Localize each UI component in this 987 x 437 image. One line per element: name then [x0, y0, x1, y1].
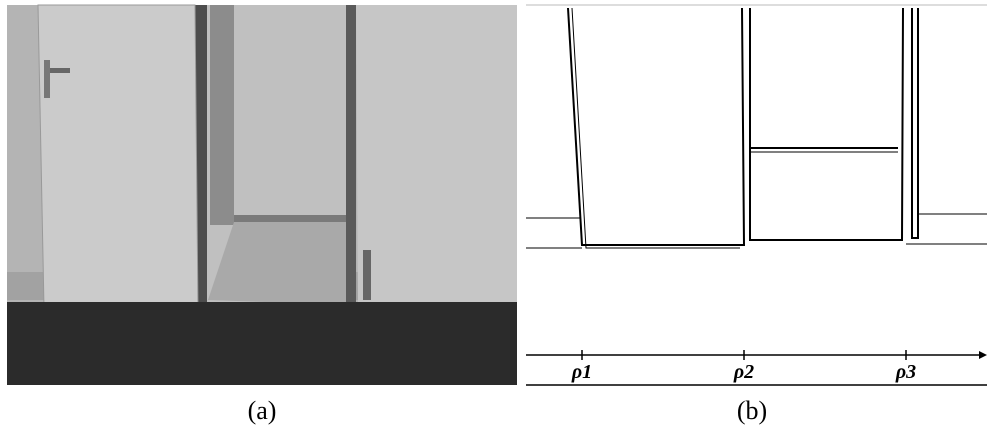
- floor: [7, 302, 517, 385]
- panel-caption: (b): [737, 396, 767, 425]
- right-door: [356, 5, 517, 308]
- edge-panel: [526, 4, 987, 386]
- axis-arrow: [979, 351, 987, 359]
- left-door: [37, 4, 199, 311]
- edge-line: [571, 7, 740, 249]
- axis-label: ρ3: [895, 361, 916, 383]
- axis-label: ρ2: [733, 361, 754, 383]
- panel-caption: (a): [248, 396, 277, 425]
- corridor-floor: [208, 222, 352, 305]
- corridor-side: [210, 5, 234, 225]
- edge-left-door: [567, 7, 746, 246]
- axis-label: ρ1: [571, 361, 592, 383]
- edge-right-door: [911, 8, 919, 239]
- door-plate: [44, 60, 50, 98]
- corridor-baseboard: [234, 215, 350, 223]
- door-stop: [363, 250, 371, 300]
- photo-panel: [7, 4, 517, 385]
- edge-opening: [749, 7, 904, 241]
- door-handle: [44, 68, 70, 73]
- door-frame: [346, 5, 356, 310]
